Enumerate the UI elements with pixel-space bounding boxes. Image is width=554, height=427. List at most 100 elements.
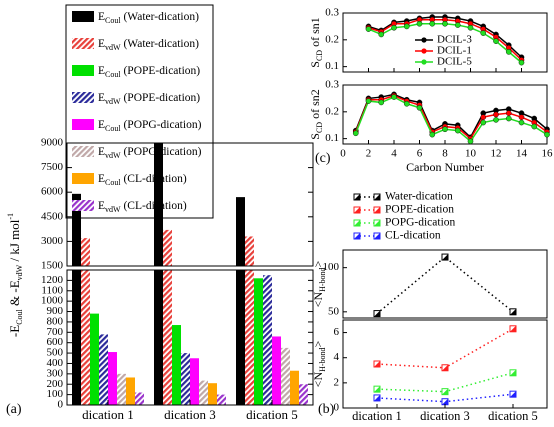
- marker-fill: [510, 369, 516, 376]
- label-part: Coul: [105, 178, 121, 187]
- label-part: vdW: [105, 97, 121, 106]
- y-tick-label: 500: [47, 347, 64, 359]
- point: [365, 98, 372, 104]
- marker-fill: [442, 398, 448, 405]
- bar: [81, 270, 90, 405]
- legend-swatch: [72, 11, 94, 22]
- point: [480, 114, 487, 120]
- point: [403, 23, 410, 30]
- label: -ECoul & -EvdW / kJ mol-1: [6, 213, 24, 337]
- y-tick-label: 0.1: [325, 60, 339, 72]
- point: [467, 138, 474, 145]
- point: [467, 24, 474, 31]
- label-part: (POPG-dication): [121, 146, 202, 158]
- marker-fill: [510, 391, 516, 398]
- bar: [172, 325, 181, 405]
- label: EvdW (POPG-dication): [98, 146, 202, 161]
- legend-marker-fill: [354, 220, 360, 226]
- bar: [154, 270, 163, 405]
- bar: [290, 370, 299, 405]
- point: [373, 394, 381, 402]
- bar: [81, 238, 90, 266]
- y-tick-label: 0.1: [325, 132, 339, 144]
- bar: [135, 392, 144, 405]
- label-part: E: [98, 65, 105, 77]
- legend-swatch: [72, 146, 94, 157]
- point: [509, 369, 517, 377]
- plot-frame: [66, 142, 314, 267]
- label-part: >: [311, 260, 325, 267]
- panel-label: (a): [6, 402, 22, 417]
- bar: [108, 352, 117, 405]
- label-part: & -E: [7, 280, 22, 309]
- y-tick-label: 1100: [41, 284, 63, 296]
- point: [454, 22, 461, 28]
- y-tick-label: 1000: [41, 295, 64, 307]
- y-tick-label: 700: [47, 326, 64, 338]
- bar: [126, 377, 135, 405]
- point: [505, 110, 512, 116]
- x-tick-label: 8: [442, 148, 448, 160]
- x-axis-label: Carbon Number: [406, 160, 484, 174]
- series-line: [355, 94, 548, 140]
- bar: [117, 373, 126, 405]
- y-tick-label: 0.3: [325, 79, 339, 91]
- bar: [245, 270, 254, 405]
- panel-label: (c): [315, 151, 331, 166]
- label-part: CD: [315, 50, 324, 61]
- point: [441, 253, 449, 261]
- label-part: (Water-dication): [121, 11, 200, 23]
- label-part: of sn1: [308, 17, 322, 50]
- point: [378, 31, 385, 38]
- point: [373, 360, 381, 368]
- bar: [72, 193, 81, 266]
- label: <NH-bond>: [311, 340, 328, 387]
- y-tick-label: 800: [47, 315, 64, 327]
- label-part: E: [98, 119, 105, 131]
- y-tick-label: 0: [58, 399, 64, 411]
- legend-marker: [421, 59, 427, 65]
- bar: [217, 394, 226, 405]
- x-tick-label: dication 3: [164, 407, 216, 422]
- label-part: Coul: [15, 308, 24, 324]
- legend-marker-fill: [354, 194, 360, 200]
- label-part: E: [98, 146, 105, 158]
- x-tick-label: 6: [417, 148, 423, 160]
- point: [531, 123, 538, 130]
- label-part: Coul: [105, 16, 121, 25]
- bar: [154, 143, 163, 266]
- y-tick-label: 200: [47, 378, 64, 390]
- point: [441, 364, 449, 372]
- marker-fill: [374, 361, 380, 367]
- point: [441, 398, 449, 406]
- label-part: E: [98, 173, 105, 185]
- point: [505, 115, 512, 122]
- x-tick-label: dication 1: [352, 409, 402, 423]
- point: [352, 130, 359, 137]
- label-part: Coul: [105, 70, 121, 79]
- legend-label: POPE-dication: [385, 204, 454, 216]
- label-part: (POPE-dication): [121, 65, 201, 77]
- plot-frame: [342, 84, 548, 145]
- legend-marker: [421, 37, 427, 43]
- label: ECoul (CL-dication): [98, 173, 187, 188]
- legend-box: [65, 4, 214, 219]
- label: <NH-bond>: [311, 260, 328, 307]
- marker-fill: [510, 325, 516, 332]
- point: [373, 385, 381, 393]
- legend-label: DCIL-1: [437, 45, 472, 57]
- point: [518, 114, 525, 120]
- legend-marker-fill: [374, 194, 380, 200]
- legend-swatch: [72, 173, 94, 184]
- point: [365, 26, 372, 32]
- point: [509, 325, 517, 333]
- point: [454, 127, 461, 134]
- bar: [245, 236, 254, 266]
- marker-fill: [510, 308, 516, 315]
- label: SCD of sn2: [308, 89, 325, 139]
- y-tick-label: 50: [328, 305, 340, 317]
- marker-fill: [442, 254, 448, 261]
- y-tick-label: 0.3: [325, 7, 339, 19]
- y-tick-label: 0.2: [325, 105, 339, 117]
- point: [518, 119, 525, 126]
